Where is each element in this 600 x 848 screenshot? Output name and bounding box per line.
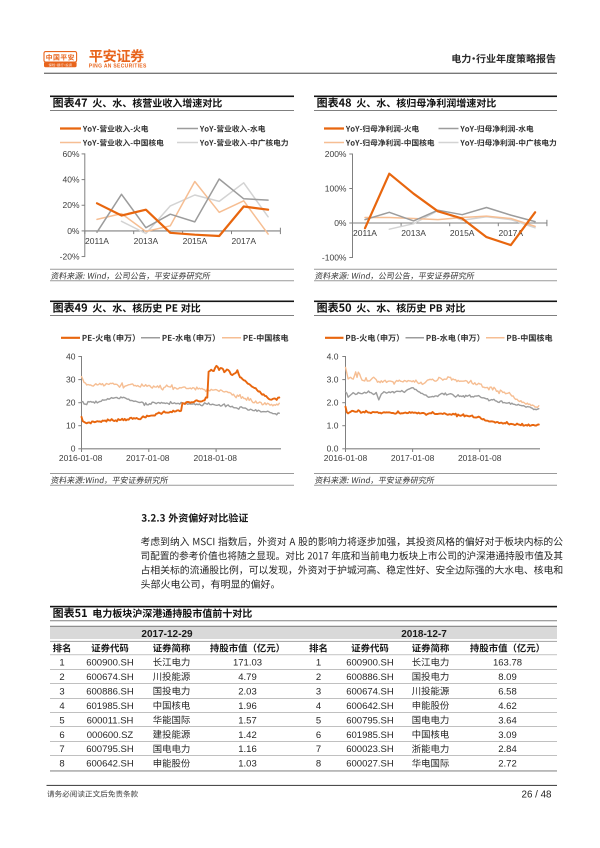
svg-text:3.09: 3.09 [498,730,517,741]
svg-text:000600.SZ: 000600.SZ [87,730,134,741]
svg-text:2011A: 2011A [353,228,377,238]
svg-text:2013A: 2013A [134,236,159,246]
svg-text:2017A: 2017A [499,228,524,238]
svg-text:60%: 60% [62,149,79,159]
svg-text:4.0: 4.0 [327,351,339,361]
svg-text:4.62: 4.62 [498,701,517,712]
svg-text:1: 1 [59,658,64,669]
svg-text:8.09: 8.09 [498,672,517,683]
svg-text:2016-01-08: 2016-01-08 [59,453,103,463]
svg-text:171.03: 171.03 [233,658,262,669]
svg-text:600886.SH: 600886.SH [86,686,134,697]
svg-text:200%: 200% [325,149,347,159]
svg-text:7: 7 [59,744,64,755]
svg-text:1: 1 [316,658,321,669]
svg-text:1.96: 1.96 [238,701,257,712]
svg-text:1.0: 1.0 [327,421,339,431]
svg-text:10: 10 [66,421,76,431]
svg-text:3: 3 [316,686,321,697]
svg-text:20: 20 [66,398,76,408]
svg-text:2: 2 [316,672,321,683]
svg-text:1.16: 1.16 [238,744,257,755]
svg-text:600027.SH: 600027.SH [346,759,394,770]
svg-text:600011.SH: 600011.SH [87,715,134,726]
svg-text:40%: 40% [62,175,79,185]
svg-text:1.42: 1.42 [238,730,257,741]
svg-text:2.03: 2.03 [238,686,257,697]
svg-text:PING AN SECURITIES: PING AN SECURITIES [89,63,147,69]
svg-text:1.57: 1.57 [238,715,257,726]
svg-text:3: 3 [59,686,64,697]
svg-text:-100%: -100% [322,252,347,262]
svg-text:163.78: 163.78 [493,658,522,669]
svg-text:2018-01-08: 2018-01-08 [458,453,502,463]
svg-text:600795.SH: 600795.SH [86,744,134,755]
svg-text:600642.SH: 600642.SH [346,701,394,712]
svg-text:0: 0 [71,444,76,454]
svg-text:2017-01-08: 2017-01-08 [391,453,435,463]
svg-text:601985.SH: 601985.SH [86,701,134,712]
svg-text:2: 2 [59,672,64,683]
svg-text:2015A: 2015A [450,228,475,238]
svg-text:0%: 0% [334,218,347,228]
svg-text:4: 4 [316,701,321,712]
svg-text:8: 8 [316,759,321,770]
svg-text:30: 30 [66,375,76,385]
svg-text:6: 6 [316,730,321,741]
svg-text:4: 4 [59,701,64,712]
svg-text:2013A: 2013A [401,228,426,238]
svg-text:2017-12-29: 2017-12-29 [141,629,193,640]
svg-text:601985.SH: 601985.SH [346,730,394,741]
svg-text:2011A: 2011A [85,236,109,246]
svg-text:100%: 100% [325,183,347,193]
svg-text:600023.SH: 600023.SH [346,744,394,755]
svg-text:2018-01-08: 2018-01-08 [194,453,238,463]
svg-text:2.72: 2.72 [498,759,517,770]
svg-text:600900.SH: 600900.SH [86,658,134,669]
svg-text:600795.SH: 600795.SH [346,715,394,726]
svg-text:2015A: 2015A [183,236,208,246]
svg-text:3.0: 3.0 [327,375,339,385]
svg-text:4.79: 4.79 [238,672,257,683]
svg-text:8: 8 [59,759,64,770]
svg-text:2.84: 2.84 [498,744,517,755]
svg-text:600642.SH: 600642.SH [86,759,134,770]
svg-text:2016-01-08: 2016-01-08 [324,453,368,463]
svg-text:7: 7 [316,744,321,755]
svg-text:6.58: 6.58 [498,686,517,697]
svg-text:20%: 20% [62,200,79,210]
svg-text:5: 5 [59,715,64,726]
svg-text:2017-01-08: 2017-01-08 [126,453,170,463]
svg-text:0%: 0% [67,226,80,236]
svg-text:600900.SH: 600900.SH [346,658,394,669]
svg-text:26 / 48: 26 / 48 [522,790,553,801]
svg-text:2018-12-7: 2018-12-7 [401,629,447,640]
svg-text:600674.SH: 600674.SH [86,672,134,683]
svg-text:2017A: 2017A [232,236,257,246]
svg-text:5: 5 [316,715,321,726]
svg-text:6: 6 [59,730,64,741]
svg-text:600886.SH: 600886.SH [346,672,394,683]
svg-text:600674.SH: 600674.SH [346,686,394,697]
svg-text:1.03: 1.03 [238,759,257,770]
svg-text:3.64: 3.64 [498,715,517,726]
svg-text:40: 40 [66,351,76,361]
svg-text:0.0: 0.0 [327,444,339,454]
svg-text:-20%: -20% [60,251,80,261]
svg-text:2.0: 2.0 [327,398,339,408]
